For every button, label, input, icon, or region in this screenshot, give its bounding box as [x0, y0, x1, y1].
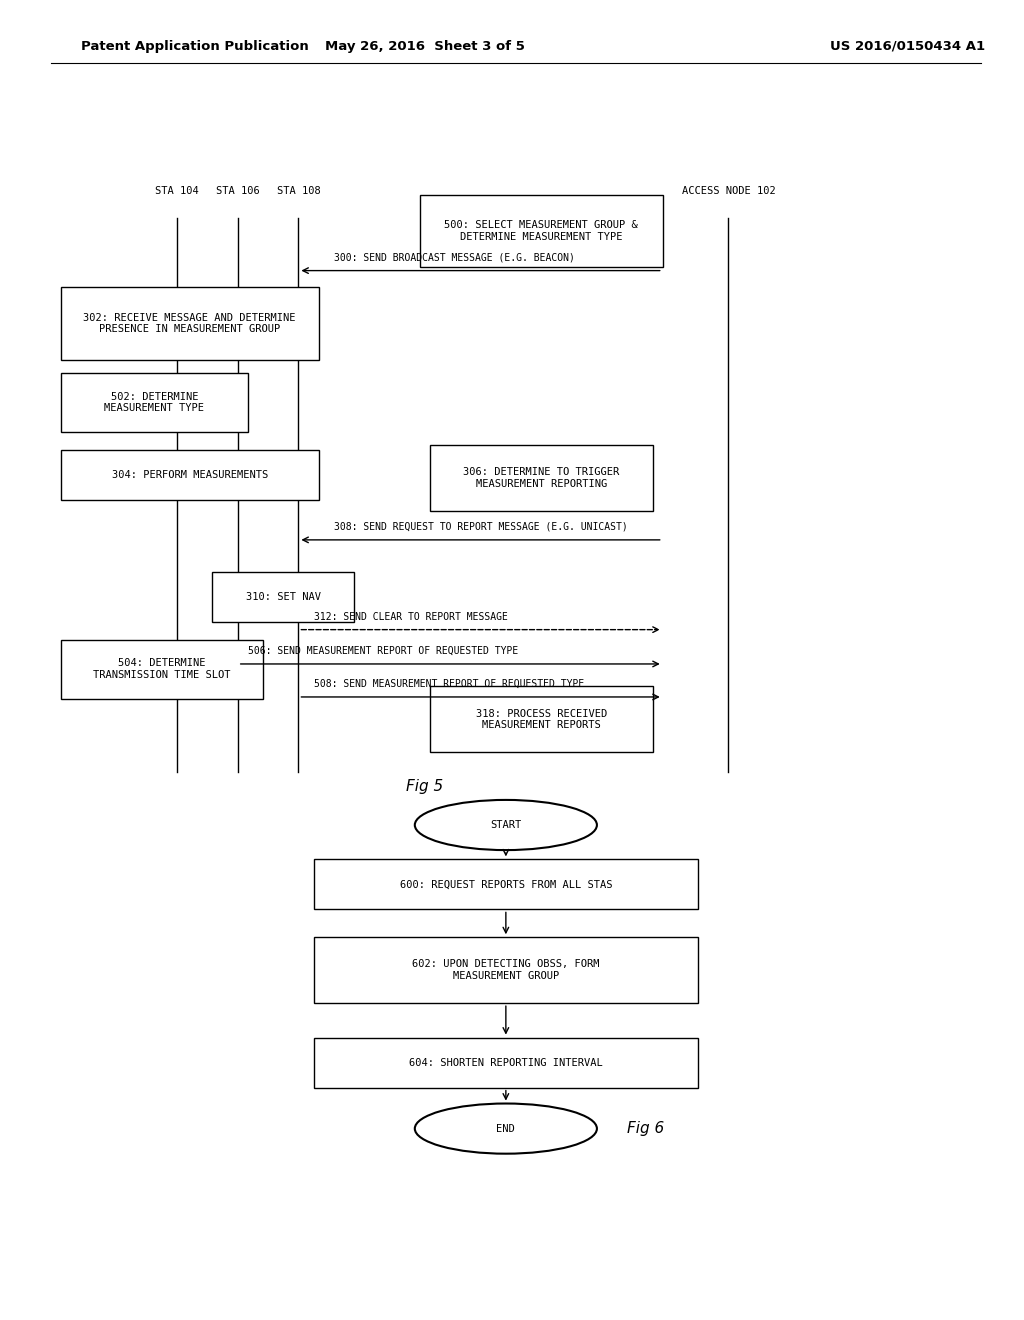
Text: May 26, 2016  Sheet 3 of 5: May 26, 2016 Sheet 3 of 5	[325, 40, 525, 53]
Text: ACCESS NODE 102: ACCESS NODE 102	[682, 186, 775, 197]
Text: 506: SEND MEASUREMENT REPORT OF REQUESTED TYPE: 506: SEND MEASUREMENT REPORT OF REQUESTE…	[248, 645, 518, 656]
Ellipse shape	[415, 800, 597, 850]
FancyBboxPatch shape	[420, 195, 663, 267]
FancyBboxPatch shape	[313, 937, 698, 1003]
Ellipse shape	[415, 1104, 597, 1154]
Text: START: START	[490, 820, 521, 830]
FancyBboxPatch shape	[60, 450, 318, 500]
Text: 308: SEND REQUEST TO REPORT MESSAGE (E.G. UNICAST): 308: SEND REQUEST TO REPORT MESSAGE (E.G…	[334, 521, 628, 532]
Text: 306: DETERMINE TO TRIGGER
MEASUREMENT REPORTING: 306: DETERMINE TO TRIGGER MEASUREMENT RE…	[463, 467, 620, 488]
FancyBboxPatch shape	[313, 859, 698, 909]
Text: STA 106: STA 106	[216, 186, 260, 197]
FancyBboxPatch shape	[60, 640, 263, 700]
Text: 318: PROCESS RECEIVED
MEASUREMENT REPORTS: 318: PROCESS RECEIVED MEASUREMENT REPORT…	[475, 709, 607, 730]
Text: 500: SELECT MEASUREMENT GROUP &
DETERMINE MEASUREMENT TYPE: 500: SELECT MEASUREMENT GROUP & DETERMIN…	[444, 220, 638, 242]
Text: 312: SEND CLEAR TO REPORT MESSAGE: 312: SEND CLEAR TO REPORT MESSAGE	[313, 611, 508, 622]
Text: Patent Application Publication: Patent Application Publication	[81, 40, 308, 53]
Text: Fig 5: Fig 5	[407, 779, 443, 795]
FancyBboxPatch shape	[430, 686, 652, 752]
FancyBboxPatch shape	[60, 372, 248, 433]
Text: 508: SEND MEASUREMENT REPORT OF REQUESTED TYPE: 508: SEND MEASUREMENT REPORT OF REQUESTE…	[313, 678, 584, 689]
Text: END: END	[497, 1123, 515, 1134]
Text: 604: SHORTEN REPORTING INTERVAL: 604: SHORTEN REPORTING INTERVAL	[409, 1057, 603, 1068]
FancyBboxPatch shape	[313, 1038, 698, 1088]
Text: 302: RECEIVE MESSAGE AND DETERMINE
PRESENCE IN MEASUREMENT GROUP: 302: RECEIVE MESSAGE AND DETERMINE PRESE…	[83, 313, 296, 334]
Text: Fig 6: Fig 6	[628, 1121, 665, 1137]
Text: 502: DETERMINE
MEASUREMENT TYPE: 502: DETERMINE MEASUREMENT TYPE	[104, 392, 204, 413]
Text: 602: UPON DETECTING OBSS, FORM
MEASUREMENT GROUP: 602: UPON DETECTING OBSS, FORM MEASUREME…	[412, 960, 600, 981]
Text: US 2016/0150434 A1: US 2016/0150434 A1	[829, 40, 985, 53]
Text: 600: REQUEST REPORTS FROM ALL STAS: 600: REQUEST REPORTS FROM ALL STAS	[399, 879, 612, 890]
FancyBboxPatch shape	[212, 572, 354, 622]
FancyBboxPatch shape	[60, 286, 318, 359]
Text: STA 108: STA 108	[276, 186, 321, 197]
FancyBboxPatch shape	[430, 445, 652, 511]
Text: STA 104: STA 104	[156, 186, 199, 197]
Text: 304: PERFORM MEASUREMENTS: 304: PERFORM MEASUREMENTS	[112, 470, 268, 480]
Text: 300: SEND BROADCAST MESSAGE (E.G. BEACON): 300: SEND BROADCAST MESSAGE (E.G. BEACON…	[334, 252, 574, 263]
Text: 504: DETERMINE
TRANSMISSION TIME SLOT: 504: DETERMINE TRANSMISSION TIME SLOT	[93, 659, 230, 680]
Text: 310: SET NAV: 310: SET NAV	[246, 591, 321, 602]
